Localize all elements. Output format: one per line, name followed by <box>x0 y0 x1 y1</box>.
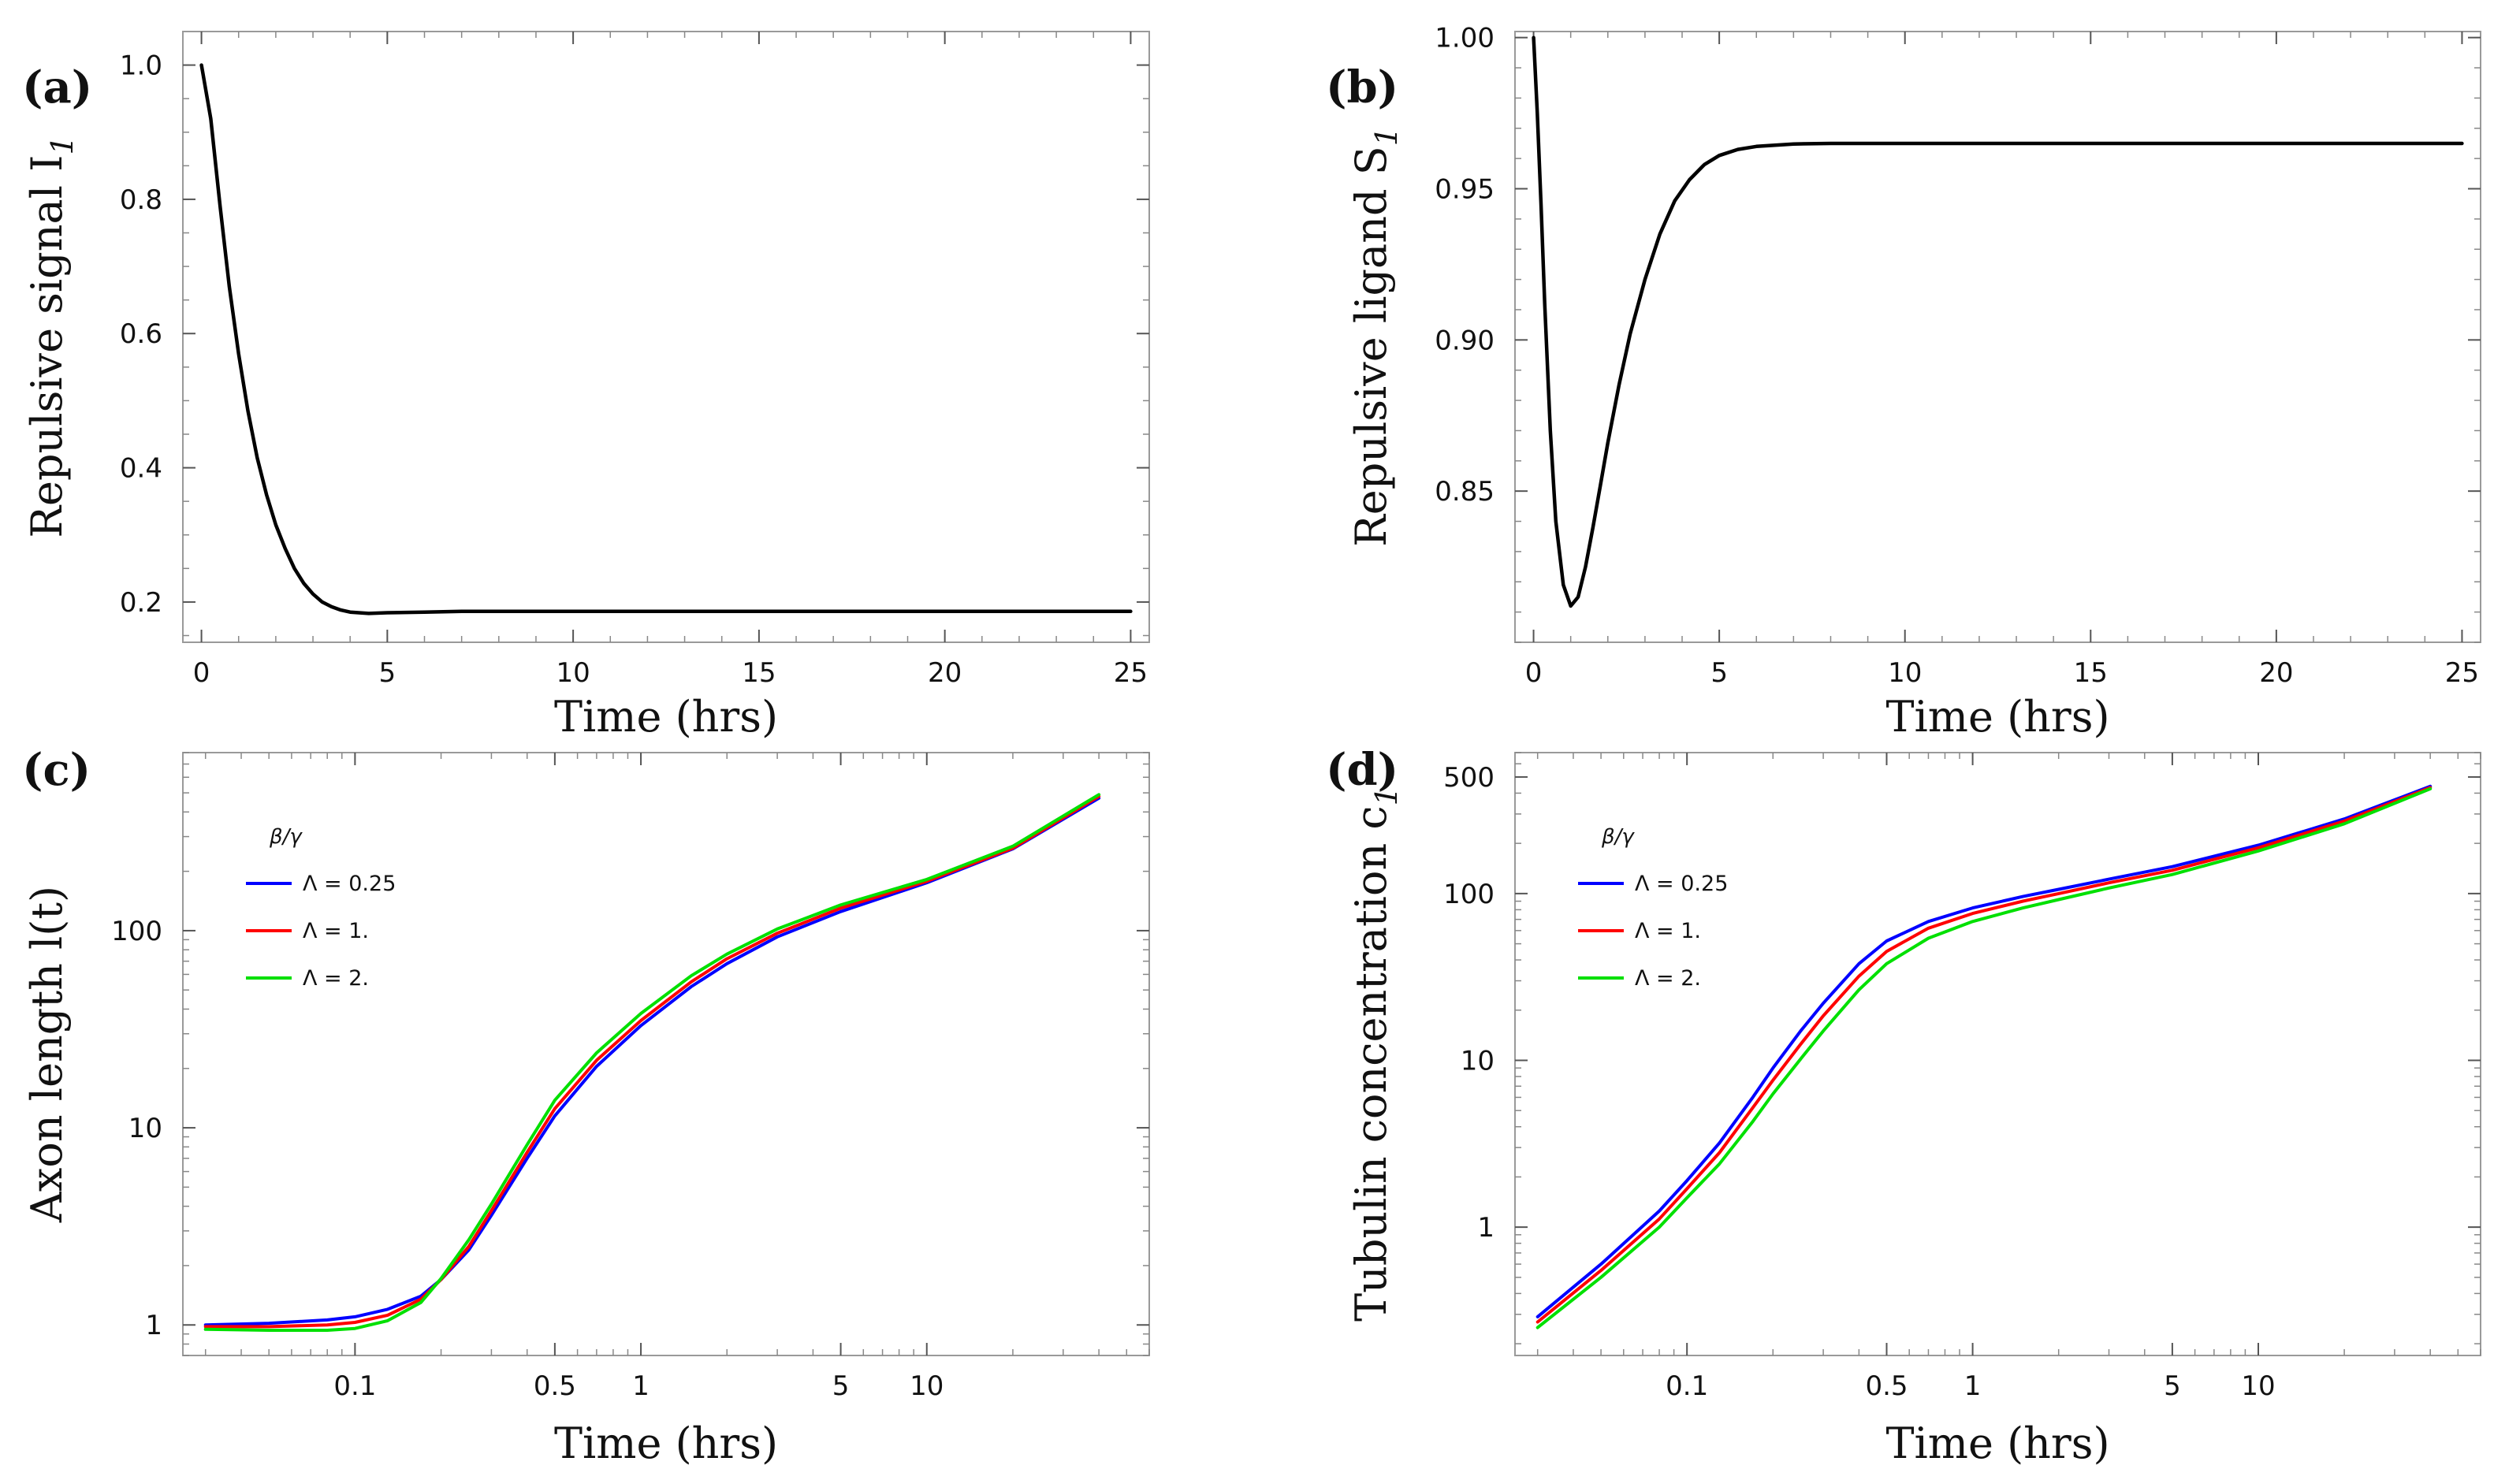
x-tick-label: 1 <box>632 1370 650 1402</box>
panel-c: 0.1 0.5 1 5 10 1 10 100 β/γΛ = 0.25 Λ = 1. Λ = 2. T… <box>22 744 1150 1468</box>
series-line-1 <box>1535 784 2433 1318</box>
x-axis-title: Time (hrs) <box>554 692 778 742</box>
panel-label: (a) <box>22 61 92 113</box>
plot-frame <box>1514 752 2481 1356</box>
y-tick-label: 1.00 <box>1435 23 1495 54</box>
y-tick-label: 10 <box>128 1113 162 1144</box>
x-tick-label: 15 <box>742 657 776 689</box>
x-tick-label: 0.5 <box>534 1370 576 1402</box>
legend-entry-3: Λ = 2. <box>1635 966 1701 991</box>
x-tick-label: 5 <box>832 1370 850 1402</box>
x-tick-label: 0 <box>1525 657 1543 689</box>
x-tick-label: 5 <box>1710 657 1728 689</box>
y-axis-title: Tubulin concentration c1 <box>1346 786 1404 1322</box>
y-tick-label: 0.8 <box>120 184 162 216</box>
x-tick-label: 1 <box>1964 1370 1982 1402</box>
y-axis-title-subscript: 1 <box>45 136 80 154</box>
y-tick-label: 1.0 <box>120 50 162 82</box>
legend-entry-1: Λ = 0.25 <box>1635 872 1728 896</box>
y-tick-label: 0.2 <box>120 587 162 619</box>
panel-a: 0 5 10 15 20 25 0.2 0.4 0.6 0.8 1.0 Time (hrs) Repul… <box>22 31 1150 742</box>
x-tick-label: 10 <box>556 657 590 689</box>
legend-title: β/γ <box>1601 825 1635 849</box>
minor-ticks <box>1515 32 2481 643</box>
y-tick-label: 0.85 <box>1435 476 1495 508</box>
plot-frame <box>182 31 1150 643</box>
x-tick-label: 5 <box>379 657 396 689</box>
legend: β/γΛ = 0.25 Λ = 1. Λ = 2. <box>246 825 396 991</box>
series-line-2 <box>203 794 1101 1329</box>
y-axis-title: Repulsive signal I1 <box>22 136 80 537</box>
x-tick-label: 15 <box>2074 657 2108 689</box>
y-tick-label: 0.6 <box>120 318 162 350</box>
y-tick-label: 500 <box>1443 762 1495 794</box>
plot-frame <box>182 752 1150 1356</box>
x-tick-label: 10 <box>2241 1370 2275 1402</box>
legend: β/γΛ = 0.25 Λ = 1. Λ = 2. <box>1578 825 1728 991</box>
minor-ticks <box>183 752 1150 1356</box>
panel-d: 0.1 0.5 1 5 10 1 10 100 500 β/γΛ = 0.25 Λ = 1. Λ = … <box>1326 744 2481 1468</box>
y-axis-title-main: Repulsive ligand S <box>1346 146 1396 547</box>
series-line-3 <box>203 793 1101 1332</box>
series-line-1 <box>1532 35 2464 608</box>
y-tick-label: 1 <box>145 1310 162 1341</box>
minor-ticks <box>183 32 1149 642</box>
panel-label: (c) <box>22 744 91 796</box>
legend-title: β/γ <box>269 825 303 849</box>
y-axis-title: Axon length l(t) <box>22 886 72 1223</box>
series-line-1 <box>199 63 1133 615</box>
x-tick-label: 10 <box>910 1370 944 1402</box>
x-axis-title: Time (hrs) <box>554 1419 778 1468</box>
legend-entry-3: Λ = 2. <box>303 966 369 991</box>
y-axis-title-main: Tubulin concentration c <box>1346 805 1396 1322</box>
legend-entry-1: Λ = 0.25 <box>303 872 396 896</box>
panel-label: (d) <box>1326 744 1398 796</box>
y-axis-title-main: Axon length l(t) <box>22 886 72 1223</box>
x-tick-label: 20 <box>928 657 962 689</box>
x-tick-label: 0.5 <box>1865 1370 1908 1402</box>
x-tick-label: 0.1 <box>1666 1370 1708 1402</box>
y-tick-label: 0.95 <box>1435 174 1495 206</box>
x-tick-label: 25 <box>2445 657 2479 689</box>
y-tick-label: 0.4 <box>120 453 162 485</box>
y-axis-title: Repulsive ligand S1 <box>1346 127 1404 547</box>
x-axis-title: Time (hrs) <box>1885 692 2109 742</box>
minor-ticks <box>1515 752 2481 1355</box>
series-line-1 <box>203 796 1101 1327</box>
x-tick-label: 0 <box>193 657 210 689</box>
legend-entry-2: Λ = 1. <box>1635 919 1701 943</box>
y-tick-label: 0.90 <box>1435 325 1495 356</box>
panel-label: (b) <box>1326 61 1398 113</box>
x-tick-label: 0.1 <box>333 1370 376 1402</box>
x-tick-label: 20 <box>2259 657 2293 689</box>
y-tick-label: 100 <box>1443 879 1495 910</box>
y-axis-title-main: Repulsive signal I <box>22 155 72 538</box>
series-line-3 <box>1535 786 2433 1329</box>
series-line-2 <box>1535 786 2433 1324</box>
y-axis-title-subscript: 1 <box>1369 786 1404 805</box>
x-tick-label: 25 <box>1114 657 1148 689</box>
y-axis-title-subscript: 1 <box>1369 127 1404 146</box>
y-tick-label: 100 <box>111 916 162 947</box>
plot-frame <box>1514 31 2481 643</box>
y-tick-label: 1 <box>1477 1212 1495 1244</box>
legend-entry-2: Λ = 1. <box>303 919 369 943</box>
panel-b: 0 5 10 15 20 25 0.85 0.90 0.95 1.00 Time (hrs) Repu… <box>1326 23 2481 742</box>
y-tick-label: 10 <box>1461 1045 1495 1077</box>
x-tick-label: 5 <box>2164 1370 2181 1402</box>
x-tick-label: 10 <box>1888 657 1922 689</box>
x-axis-title: Time (hrs) <box>1885 1419 2109 1468</box>
